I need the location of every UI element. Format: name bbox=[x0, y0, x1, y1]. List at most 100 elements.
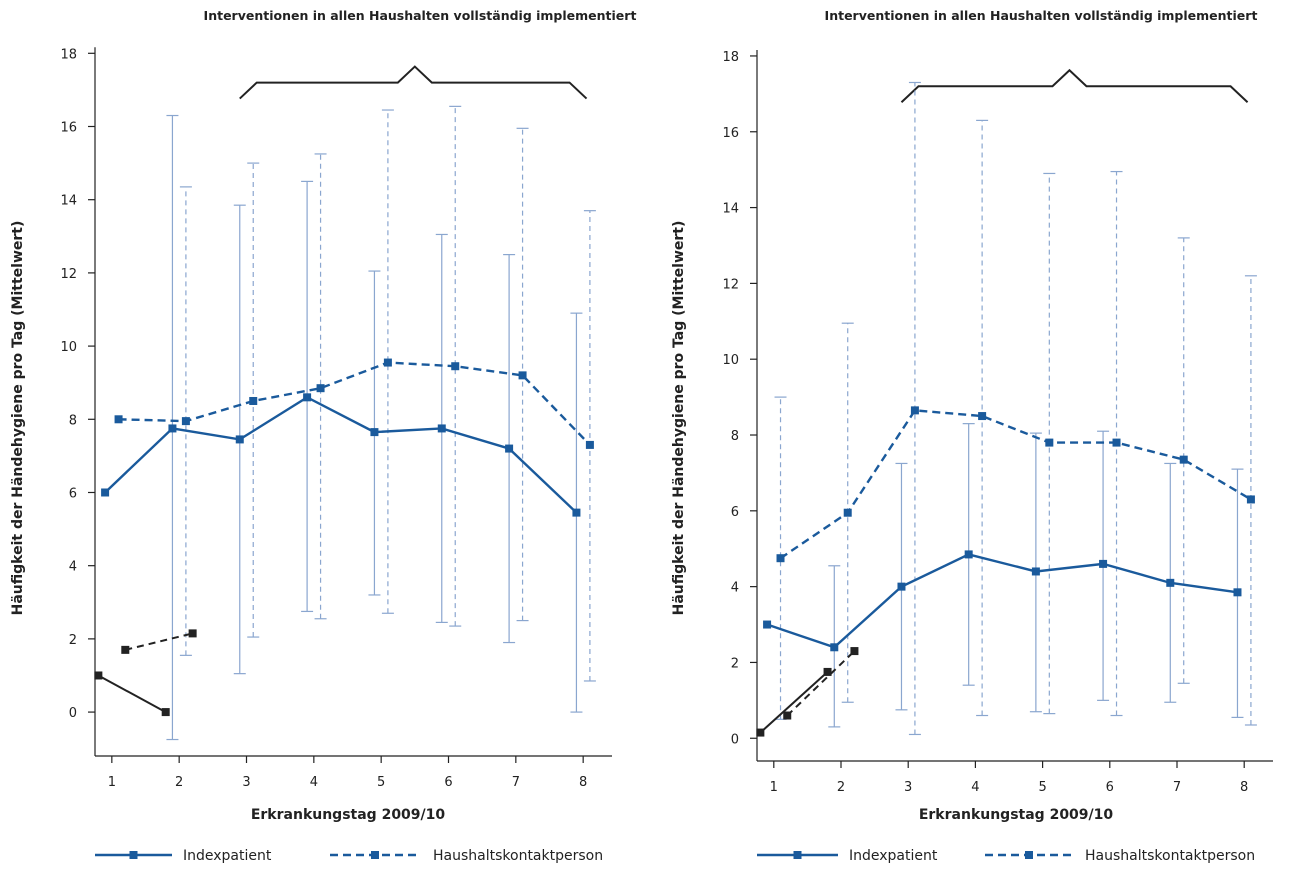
x-tick-label: 5 bbox=[377, 775, 385, 790]
prior-data-point bbox=[756, 728, 765, 737]
x-tick-label: 7 bbox=[512, 775, 520, 790]
x-tick-label: 5 bbox=[1038, 780, 1046, 795]
x-tick-label: 3 bbox=[904, 780, 912, 795]
y-tick-label: 10 bbox=[722, 353, 739, 368]
data-point bbox=[181, 417, 190, 426]
data-point bbox=[451, 362, 460, 371]
data-point bbox=[235, 435, 244, 444]
y-tick-label: 8 bbox=[69, 413, 77, 428]
data-point bbox=[1031, 567, 1040, 576]
legend-index-label: Indexpatient bbox=[183, 848, 272, 864]
data-point bbox=[585, 440, 594, 449]
legend-household-label: Haushaltskontaktperson bbox=[1085, 848, 1255, 864]
legend-household-marker bbox=[371, 851, 379, 859]
data-point bbox=[383, 358, 392, 367]
prior-data-point bbox=[850, 647, 859, 656]
y-tick-label: 4 bbox=[69, 560, 77, 575]
data-point bbox=[370, 428, 379, 437]
chart-title: Interventionen in allen Haushalten volls… bbox=[825, 8, 1258, 23]
data-point bbox=[897, 582, 906, 591]
legend-index-label: Indexpatient bbox=[849, 848, 938, 864]
data-point bbox=[1112, 438, 1121, 447]
x-tick-label: 6 bbox=[444, 775, 452, 790]
x-tick-label: 2 bbox=[175, 775, 183, 790]
data-point bbox=[505, 444, 514, 453]
series-line bbox=[104, 395, 578, 514]
legend-index-marker bbox=[793, 851, 802, 859]
prior-series-line bbox=[759, 671, 829, 734]
y-tick-label: 0 bbox=[731, 732, 739, 747]
prior-data-point bbox=[823, 667, 832, 676]
data-point bbox=[843, 508, 852, 517]
data-point bbox=[910, 406, 919, 415]
y-axis-title: Häufigkeit der Händehygiene pro Tag (Mit… bbox=[10, 221, 26, 616]
x-tick-label: 7 bbox=[1173, 780, 1181, 795]
y-tick-label: 12 bbox=[722, 277, 739, 292]
chart-panel-right: Interventionen in allen Haushalten volls… bbox=[671, 8, 1273, 864]
data-point bbox=[1099, 559, 1108, 568]
x-tick-label: 1 bbox=[770, 780, 778, 795]
y-tick-label: 2 bbox=[69, 633, 77, 648]
y-tick-label: 0 bbox=[69, 706, 77, 721]
legend-household-label: Haushaltskontaktperson bbox=[433, 848, 603, 864]
y-tick-label: 18 bbox=[60, 47, 77, 62]
x-tick-label: 1 bbox=[108, 775, 116, 790]
y-tick-label: 6 bbox=[69, 486, 77, 501]
y-tick-label: 16 bbox=[722, 126, 739, 141]
y-tick-label: 14 bbox=[60, 194, 77, 209]
data-point bbox=[572, 508, 581, 517]
y-tick-label: 12 bbox=[60, 267, 77, 282]
y-tick-label: 6 bbox=[731, 505, 739, 520]
y-tick-label: 8 bbox=[731, 429, 739, 444]
x-tick-label: 3 bbox=[242, 775, 250, 790]
data-point bbox=[978, 412, 987, 421]
y-tick-label: 10 bbox=[60, 340, 77, 355]
prior-data-point bbox=[121, 645, 130, 654]
data-point bbox=[964, 550, 973, 559]
prior-data-point bbox=[188, 629, 197, 638]
x-tick-label: 2 bbox=[837, 780, 845, 795]
data-point bbox=[763, 620, 772, 629]
y-tick-label: 18 bbox=[722, 50, 739, 65]
x-tick-label: 8 bbox=[1240, 780, 1248, 795]
x-axis-title: Erkrankungstag 2009/10 bbox=[251, 807, 446, 823]
x-tick-label: 8 bbox=[579, 775, 587, 790]
legend-household-marker bbox=[1025, 851, 1033, 859]
y-tick-label: 2 bbox=[731, 656, 739, 671]
data-point bbox=[249, 396, 258, 405]
y-axis-title: Häufigkeit der Händehygiene pro Tag (Mit… bbox=[671, 221, 687, 616]
data-point bbox=[776, 554, 785, 563]
x-tick-label: 6 bbox=[1106, 780, 1114, 795]
prior-series-line bbox=[97, 674, 167, 713]
prior-data-point bbox=[783, 711, 792, 720]
data-point bbox=[303, 393, 312, 402]
data-point bbox=[830, 643, 839, 652]
chart-panel-left: Interventionen in allen Haushalten volls… bbox=[10, 8, 637, 864]
prior-data-point bbox=[161, 708, 170, 717]
data-point bbox=[1179, 455, 1188, 464]
data-point bbox=[1045, 438, 1054, 447]
data-point bbox=[114, 415, 123, 424]
prior-data-point bbox=[94, 671, 103, 680]
y-tick-label: 16 bbox=[60, 120, 77, 135]
intervention-bracket bbox=[900, 68, 1249, 104]
data-point bbox=[1246, 495, 1255, 504]
prior-series-line bbox=[786, 650, 856, 717]
chart-title: Interventionen in allen Haushalten volls… bbox=[204, 8, 637, 23]
data-point bbox=[168, 424, 177, 433]
x-tick-label: 4 bbox=[310, 775, 318, 790]
legend-index-marker bbox=[129, 851, 138, 859]
intervention-bracket bbox=[239, 65, 588, 100]
series-line bbox=[118, 361, 591, 446]
series-line bbox=[766, 553, 1238, 649]
y-tick-label: 4 bbox=[731, 581, 739, 596]
data-point bbox=[1233, 588, 1242, 597]
series-line bbox=[779, 409, 1252, 560]
data-point bbox=[316, 384, 325, 393]
data-point bbox=[1166, 578, 1175, 587]
x-axis-title: Erkrankungstag 2009/10 bbox=[919, 807, 1114, 823]
data-point bbox=[101, 488, 110, 497]
prior-series-line bbox=[125, 632, 193, 651]
data-point bbox=[437, 424, 446, 433]
